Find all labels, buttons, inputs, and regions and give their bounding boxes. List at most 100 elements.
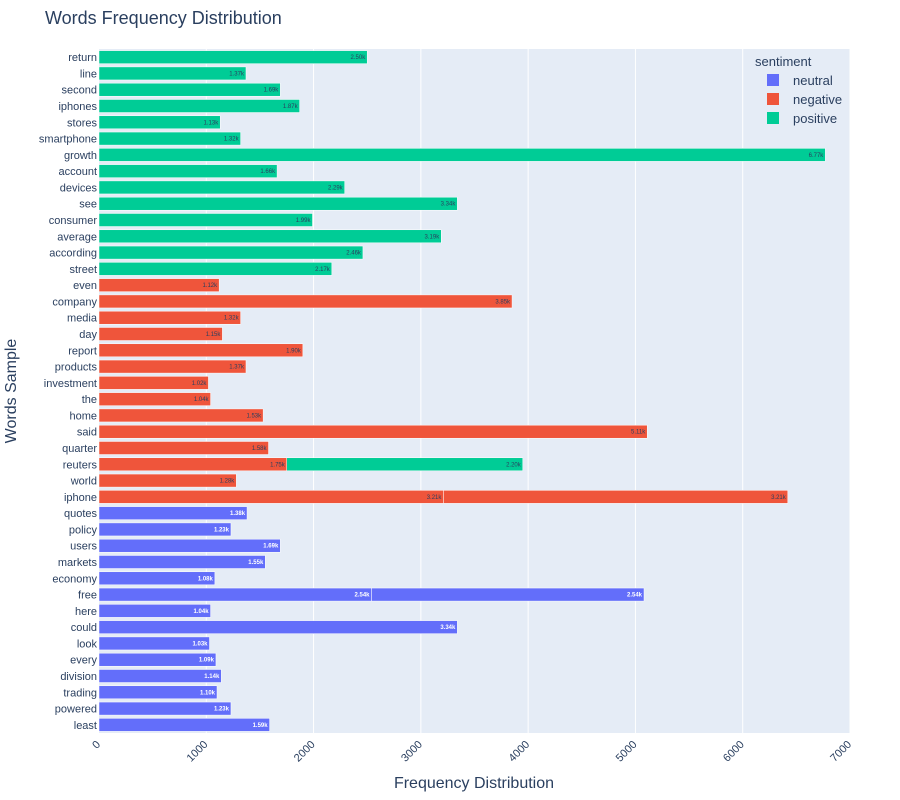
bar-positive	[98, 164, 278, 178]
y-tick-label: day	[79, 329, 97, 341]
y-tick-label: look	[77, 638, 98, 650]
bar-value-label: 1.32k	[224, 316, 240, 322]
legend-swatch-negative	[767, 93, 779, 105]
bar-value-label: 1.04k	[194, 609, 210, 615]
bar-negative	[98, 392, 211, 406]
bar-positive	[98, 213, 313, 227]
bar-negative	[98, 294, 513, 309]
bar-neutral	[98, 620, 458, 634]
bar-value-label: 1.55k	[248, 560, 264, 566]
bar-negative	[98, 327, 223, 341]
bar-negative	[98, 441, 269, 455]
legend-label-neutral[interactable]: neutral	[793, 73, 833, 88]
y-tick-label: consumer	[49, 215, 98, 227]
bar-value-label: 1.66k	[260, 169, 276, 175]
legend-label-negative[interactable]: negative	[793, 92, 842, 107]
y-tick-label: home	[69, 410, 97, 422]
x-axis-title: Frequency Distribution	[394, 775, 554, 792]
bar-value-label: 2.29k	[328, 185, 344, 191]
y-tick-label: return	[68, 52, 97, 64]
bar-positive	[98, 180, 345, 195]
bar-value-label: 1.75k	[270, 462, 286, 468]
y-tick-label: could	[71, 622, 97, 634]
bar-value-label: 1.10k	[200, 690, 216, 696]
y-tick-label: smartphone	[39, 134, 97, 146]
bar-value-label: 1.13k	[204, 120, 220, 126]
bar-positive	[98, 82, 281, 97]
legend-swatch-neutral	[767, 74, 779, 86]
bar-value-label: 3.34k	[441, 202, 457, 208]
bar-value-label: 3.34k	[440, 625, 456, 631]
bar-value-label: 2.54k	[354, 593, 370, 599]
bar-negative	[98, 376, 209, 390]
bar-neutral	[98, 538, 281, 553]
bar-neutral	[371, 587, 645, 602]
bar-negative	[98, 343, 304, 358]
bar-neutral	[98, 571, 216, 586]
bar-positive	[98, 131, 241, 146]
y-tick-label: even	[73, 280, 97, 292]
y-tick-label: investment	[44, 378, 97, 390]
y-tick-labels: return line second iphones stores smartphone g…	[39, 52, 98, 732]
bar-value-label: 2.46k	[346, 251, 362, 257]
y-tick-label: said	[77, 427, 97, 439]
bar-negative	[98, 278, 220, 292]
bar-value-label: 3.21k	[427, 495, 443, 501]
bar-value-label: 1.87k	[283, 104, 299, 110]
x-tick-label: 3000	[399, 739, 425, 765]
bar-value-label: 3.85k	[495, 299, 511, 305]
chart-title: Words Frequency Distribution	[45, 8, 282, 28]
y-tick-label: every	[70, 655, 97, 667]
bar-positive	[98, 115, 221, 130]
y-tick-label: growth	[64, 150, 97, 162]
legend-swatch-positive	[767, 112, 779, 124]
bar-value-label: 1.59k	[253, 723, 269, 729]
bar-negative	[98, 359, 247, 374]
x-tick-label: 2000	[292, 739, 318, 765]
y-tick-label: trading	[63, 687, 97, 699]
y-tick-label: according	[49, 248, 97, 260]
y-tick-label: here	[75, 606, 97, 618]
bar-negative	[98, 490, 444, 504]
bar-value-label: 1.69k	[263, 544, 279, 550]
bar-negative	[98, 457, 287, 472]
bar-value-label: 1.12k	[202, 283, 218, 289]
y-tick-label: division	[60, 671, 97, 683]
y-tick-label: street	[69, 264, 97, 276]
y-tick-label: markets	[58, 557, 98, 569]
bar-value-label: 1.14k	[204, 674, 220, 680]
y-tick-label: economy	[52, 573, 97, 585]
x-tick-label: 1000	[185, 739, 211, 765]
bar-neutral	[98, 506, 248, 520]
bar-value-label: 1.09k	[199, 658, 215, 664]
y-tick-label: products	[55, 362, 98, 374]
bar-value-label: 1.90k	[286, 348, 302, 354]
bar-neutral	[98, 669, 222, 683]
bar-positive	[98, 262, 333, 276]
bar-neutral	[98, 718, 270, 732]
y-tick-label: company	[52, 296, 97, 308]
bar-value-label: 1.28k	[220, 479, 236, 485]
y-tick-label: average	[57, 231, 97, 243]
x-tick-label: 0	[90, 739, 103, 752]
y-tick-label: the	[82, 394, 97, 406]
bar-value-label: 5.11k	[631, 430, 646, 436]
bar-value-label: 1.32k	[224, 137, 240, 143]
x-tick-label: 5000	[614, 739, 640, 765]
y-tick-label: quarter	[62, 443, 97, 455]
bar-value-label: 3.21k	[771, 495, 787, 501]
bar-neutral	[98, 652, 217, 667]
bar-value-label: 1.38k	[230, 511, 246, 517]
bar-positive	[98, 229, 442, 244]
legend-label-positive[interactable]: positive	[793, 111, 837, 126]
legend-title: sentiment	[755, 54, 812, 69]
y-tick-label: quotes	[64, 508, 98, 520]
bar-value-label: 6.77k	[809, 153, 825, 159]
bar-neutral	[98, 604, 211, 618]
y-tick-label: iphone	[64, 492, 97, 504]
gridlines	[205, 49, 851, 733]
bar-value-label: 1.37k	[229, 365, 245, 371]
bar-negative	[98, 424, 648, 439]
plot-area	[99, 49, 850, 733]
